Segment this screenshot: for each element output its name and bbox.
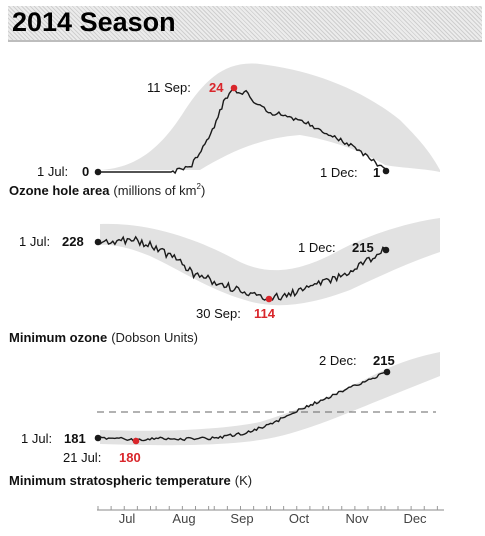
panel-ozone-area: 1 Jul: 0 11 Sep: 24 1 Dec: 1 Ozone hole …	[9, 63, 440, 198]
month-label: Oct	[289, 511, 310, 526]
panel-min-temp: 2 Dec: 215 1 Jul: 181 21 Jul: 180 Minimu…	[9, 352, 440, 488]
start-date: 1 Jul:	[21, 431, 52, 446]
end-date: 1 Dec:	[298, 240, 336, 255]
start-value: 0	[82, 164, 89, 179]
peak-value: 24	[209, 80, 224, 95]
caption-ozone-area: Ozone hole area (millions of km2)	[9, 182, 205, 198]
low-dot	[265, 295, 273, 303]
peak-date: 11 Sep:	[147, 80, 191, 95]
climatology-band	[100, 63, 440, 172]
start-date: 1 Jul:	[37, 164, 68, 179]
page-title: 2014 Season	[12, 7, 176, 37]
month-label: Nov	[345, 511, 369, 526]
caption-min-ozone: Minimum ozone (Dobson Units)	[9, 330, 198, 345]
end-date: 1 Dec:	[320, 165, 358, 180]
start-dot	[94, 434, 102, 442]
start-dot	[94, 168, 102, 176]
ozone-area-line	[98, 87, 386, 175]
start-value: 228	[62, 234, 84, 249]
end-value: 215	[352, 240, 374, 255]
min-ozone-line	[97, 235, 386, 302]
end-dot	[382, 167, 390, 175]
peak-dot	[230, 84, 238, 92]
start-value: 181	[64, 431, 86, 446]
end-date: 2 Dec:	[319, 353, 357, 368]
climatology-band	[100, 352, 440, 446]
title-bar: 2014 Season	[8, 6, 482, 42]
time-axis: Jul Aug Sep Oct Nov Dec	[97, 506, 444, 526]
month-label: Sep	[230, 511, 253, 526]
climatology-band	[100, 218, 440, 306]
month-label: Aug	[172, 511, 195, 526]
low-dot	[132, 437, 140, 445]
end-dot	[383, 368, 391, 376]
start-date: 1 Jul:	[19, 234, 50, 249]
end-value: 215	[373, 353, 395, 368]
end-value: 1	[373, 165, 380, 180]
month-label: Jul	[119, 511, 136, 526]
start-dot	[94, 238, 102, 246]
low-value: 180	[119, 450, 141, 465]
low-date: 30 Sep:	[196, 306, 241, 321]
month-label: Dec	[403, 511, 427, 526]
caption-min-temp: Minimum stratospheric temperature (K)	[9, 473, 252, 488]
low-date: 21 Jul:	[63, 450, 101, 465]
end-dot	[382, 246, 390, 254]
panel-min-ozone: 1 Jul: 228 1 Dec: 215 30 Sep: 114 Minimu…	[9, 218, 440, 345]
min-temp-line	[97, 371, 387, 442]
low-value: 114	[254, 306, 276, 321]
